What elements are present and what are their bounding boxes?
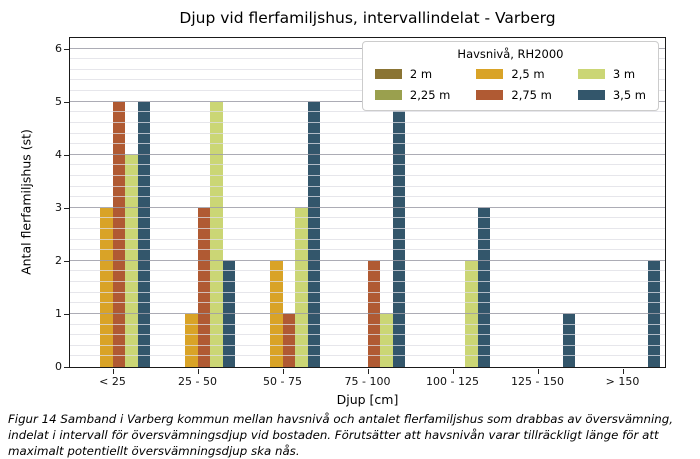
- legend-swatch-icon: [476, 69, 504, 79]
- x-tick-mark: [197, 369, 199, 374]
- legend-swatch-icon: [577, 90, 605, 100]
- x-tick-mark: [367, 369, 369, 374]
- legend-item-275m: 2,75 m: [476, 88, 552, 102]
- bar-3m-75-100: [380, 313, 393, 367]
- x-axis-label: Djup [cm]: [336, 392, 399, 407]
- y-tick-mark: [64, 367, 69, 368]
- minor-gridline: [70, 111, 665, 113]
- minor-gridline: [70, 164, 665, 166]
- y-tick-label-3: 3: [55, 200, 62, 214]
- minor-gridline: [70, 174, 665, 176]
- legend-swatch-icon: [476, 90, 504, 100]
- y-tick-mark: [64, 313, 69, 315]
- bar-35m->150: [647, 260, 660, 367]
- minor-gridline: [70, 121, 665, 123]
- x-tick-label-1: < 25: [99, 375, 126, 388]
- minor-gridline: [70, 238, 665, 240]
- legend-item-35m: 3,5 m: [577, 88, 646, 102]
- bar-275m-<25: [112, 101, 125, 367]
- x-tick-label-6: 125 - 150: [511, 375, 564, 388]
- legend-item-2m: 2 m: [374, 67, 450, 81]
- y-tick-mark: [64, 207, 69, 209]
- bar-3m-50-75: [295, 207, 308, 367]
- legend-items: 2 m 2,25 m 2,5 m 2,75 m 3 m 3,5 m: [374, 67, 646, 102]
- legend-swatch-icon: [374, 90, 402, 100]
- bar-35m-75-100: [392, 101, 405, 367]
- bar-275m-75-100: [367, 260, 380, 367]
- y-tick-label-5: 5: [55, 94, 62, 108]
- caption-line-1: Figur 14 Samband i Varberg kommun mellan…: [8, 412, 674, 426]
- y-tick-label-0: 0: [55, 360, 62, 373]
- bar-3m-100-125: [465, 260, 478, 367]
- y-tick-mark: [64, 48, 69, 50]
- bar-275m-25-50: [197, 207, 210, 367]
- minor-gridline: [70, 143, 665, 145]
- y-tick-label-2: 2: [55, 253, 62, 267]
- y-tick-label-6: 6: [55, 41, 62, 55]
- bar-35m-25-50: [222, 260, 235, 367]
- minor-gridline: [70, 217, 665, 219]
- minor-gridline: [70, 249, 665, 251]
- major-gridline: [70, 153, 665, 155]
- x-tick-mark: [622, 369, 624, 374]
- legend-label: 2,5 m: [511, 67, 545, 81]
- legend-label: 2,75 m: [511, 88, 552, 102]
- bar-35m-50-75: [307, 101, 320, 367]
- major-gridline: [70, 206, 665, 208]
- x-tick-label-2: 25 - 50: [178, 375, 217, 388]
- bar-35m-125-150: [562, 313, 575, 367]
- y-tick-label-4: 4: [55, 147, 62, 161]
- x-tick-label-3: 50 - 75: [263, 375, 302, 388]
- minor-gridline: [70, 132, 665, 134]
- plot-area: Havsnivå, RH2000 2 m 2,25 m 2,5 m 2,75 m 3 m…: [69, 37, 666, 368]
- bar-35m-100-125: [477, 207, 490, 367]
- legend-item-225m: 2,25 m: [374, 88, 451, 102]
- x-tick-mark: [537, 369, 539, 374]
- y-tick-mark: [64, 260, 69, 262]
- chart-title: Djup vid flerfamiljshus, intervallindela…: [179, 9, 556, 27]
- x-tick-label-5: 100 - 125: [426, 375, 479, 388]
- legend-swatch-icon: [374, 69, 402, 79]
- bar-25m-50-75: [270, 260, 283, 367]
- bar-25m-25-50: [185, 313, 198, 367]
- x-tick-mark: [112, 369, 114, 374]
- legend-item-3m: 3 m: [577, 67, 646, 81]
- bar-25m-<25: [100, 207, 113, 367]
- legend-label: 2 m: [409, 67, 433, 81]
- y-tick-mark: [64, 101, 69, 103]
- caption-line-2: indelat i intervall för översvämningsdju…: [8, 428, 659, 442]
- bar-275m-50-75: [282, 313, 295, 367]
- figure-caption: Figur 14 Samband i Varberg kommun mellan…: [8, 411, 698, 459]
- minor-gridline: [70, 228, 665, 230]
- minor-gridline: [70, 196, 665, 198]
- y-tick-label-1: 1: [55, 306, 62, 320]
- caption-line-3: maximalt potentiellt översvämningsdjup s…: [8, 444, 300, 458]
- x-tick-label-4: 75 - 100: [344, 375, 391, 388]
- minor-gridline: [70, 185, 665, 187]
- legend-title: Havsnivå, RH2000: [457, 47, 564, 61]
- bar-3m-<25: [125, 154, 138, 367]
- legend-item-25m: 2,5 m: [476, 67, 551, 81]
- x-tick-label-7: > 150: [605, 375, 640, 388]
- x-tick-mark: [282, 369, 284, 374]
- legend: Havsnivå, RH2000 2 m 2,25 m 2,5 m 2,75 m 3 m…: [361, 41, 659, 111]
- legend-label: 2,25 m: [409, 88, 451, 102]
- legend-label: 3,5 m: [612, 88, 646, 102]
- y-tick-mark: [64, 154, 69, 156]
- legend-swatch-icon: [577, 69, 605, 79]
- legend-label: 3 m: [612, 67, 636, 81]
- x-tick-mark: [452, 369, 454, 374]
- bar-3m-25-50: [210, 101, 223, 367]
- bar-35m-<25: [137, 101, 150, 367]
